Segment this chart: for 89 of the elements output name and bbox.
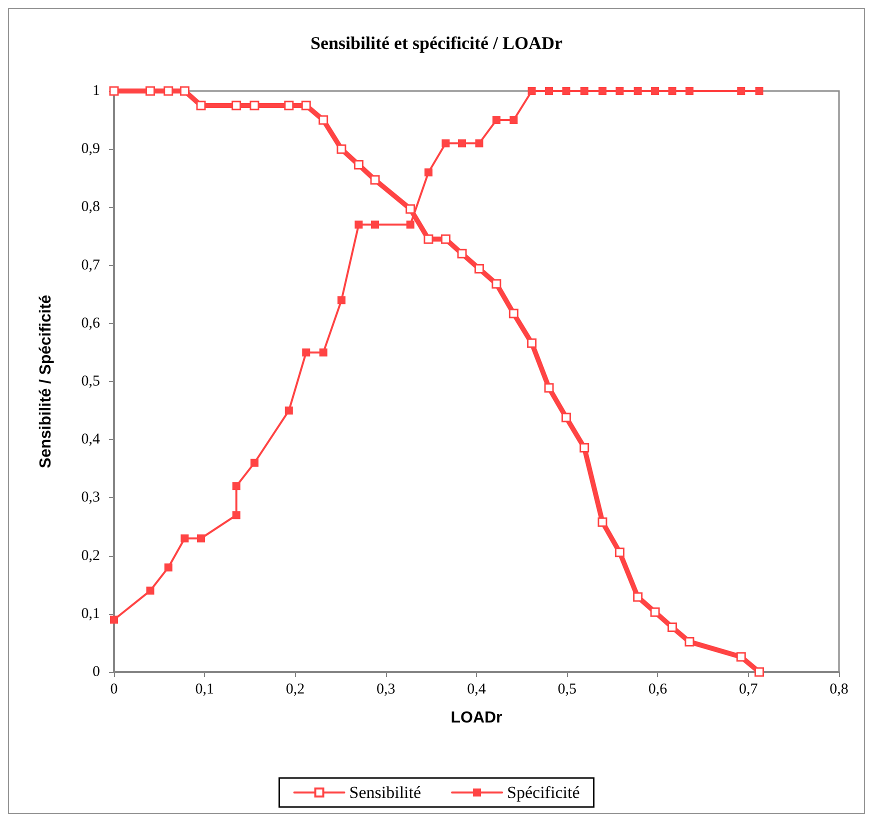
point bbox=[354, 220, 363, 229]
point bbox=[406, 204, 416, 214]
x-tick-label: 0,5 bbox=[558, 682, 576, 698]
point bbox=[474, 264, 484, 274]
point bbox=[492, 116, 500, 124]
point bbox=[754, 667, 764, 677]
y-axis-title: Sensibilité / Spécificité bbox=[38, 294, 54, 468]
point bbox=[442, 139, 450, 148]
point bbox=[684, 637, 694, 647]
x-tick-label: 0,7 bbox=[739, 682, 758, 698]
point bbox=[651, 87, 660, 95]
y-tick-label: 0 bbox=[92, 664, 100, 680]
y-tick-label: 0,6 bbox=[81, 315, 100, 332]
point bbox=[424, 234, 434, 244]
point bbox=[336, 144, 346, 154]
point bbox=[508, 308, 518, 318]
legend-label: Sensibilité bbox=[349, 783, 422, 802]
x-tick-label: 0,3 bbox=[376, 682, 396, 698]
x-tick-label: 0 bbox=[110, 682, 118, 698]
point bbox=[232, 482, 240, 490]
point bbox=[406, 220, 414, 229]
point bbox=[614, 548, 624, 558]
point bbox=[527, 338, 537, 348]
y-tick-label: 0,1 bbox=[81, 606, 100, 622]
point bbox=[110, 616, 118, 624]
point bbox=[668, 622, 677, 632]
point bbox=[562, 87, 570, 95]
point bbox=[685, 87, 694, 95]
x-tick-label: 0,4 bbox=[467, 682, 486, 698]
point bbox=[250, 100, 260, 110]
point bbox=[196, 100, 206, 110]
point bbox=[440, 234, 450, 244]
y-tick-label: 0,5 bbox=[81, 374, 100, 390]
point bbox=[180, 86, 190, 96]
y-tick-label: 0,7 bbox=[81, 257, 100, 274]
point bbox=[510, 116, 518, 124]
point bbox=[164, 563, 172, 572]
point bbox=[284, 100, 294, 110]
point bbox=[424, 168, 432, 176]
point bbox=[197, 534, 205, 542]
point bbox=[250, 458, 258, 467]
y-tick-label: 1 bbox=[92, 83, 100, 99]
point bbox=[736, 652, 746, 662]
point bbox=[302, 348, 310, 356]
point bbox=[475, 139, 484, 148]
y-tick-label: 0,2 bbox=[81, 548, 100, 564]
x-axis-title: LOADr bbox=[450, 710, 502, 726]
x-tick-label: 0,1 bbox=[195, 682, 214, 698]
point bbox=[755, 87, 764, 95]
point bbox=[337, 296, 346, 304]
point bbox=[146, 86, 155, 96]
point bbox=[318, 115, 328, 125]
y-tick-label: 0,3 bbox=[81, 490, 100, 506]
point bbox=[457, 248, 467, 258]
y-tick-label: 0,4 bbox=[81, 432, 100, 448]
point bbox=[180, 534, 189, 542]
point bbox=[737, 87, 746, 95]
point bbox=[633, 592, 643, 602]
point bbox=[616, 87, 624, 95]
point bbox=[284, 406, 293, 415]
point bbox=[528, 87, 536, 95]
point bbox=[370, 175, 380, 185]
point bbox=[492, 279, 502, 289]
y-tick-label: 0,9 bbox=[81, 141, 100, 158]
point bbox=[232, 511, 240, 520]
x-tick-label: 0,8 bbox=[830, 682, 848, 698]
y-tick-label: 0,8 bbox=[81, 199, 100, 216]
point bbox=[354, 160, 364, 170]
point bbox=[545, 87, 553, 95]
point bbox=[634, 87, 642, 95]
x-tick-label: 0,6 bbox=[648, 682, 668, 698]
point bbox=[232, 100, 242, 110]
point bbox=[164, 86, 174, 96]
chart-title: Sensibilité et spécificité / LOADr bbox=[310, 33, 562, 53]
point bbox=[458, 139, 466, 148]
point bbox=[580, 87, 588, 95]
point bbox=[668, 87, 676, 95]
point bbox=[371, 220, 379, 229]
point bbox=[598, 517, 608, 527]
point bbox=[561, 412, 571, 422]
x-tick-label: 0,2 bbox=[286, 682, 305, 698]
point bbox=[598, 87, 606, 95]
point bbox=[319, 348, 328, 356]
point bbox=[544, 383, 554, 393]
legend-label: Spécificité bbox=[507, 783, 580, 802]
point bbox=[580, 442, 590, 452]
point bbox=[146, 586, 154, 595]
point bbox=[301, 100, 311, 110]
point bbox=[650, 607, 660, 617]
